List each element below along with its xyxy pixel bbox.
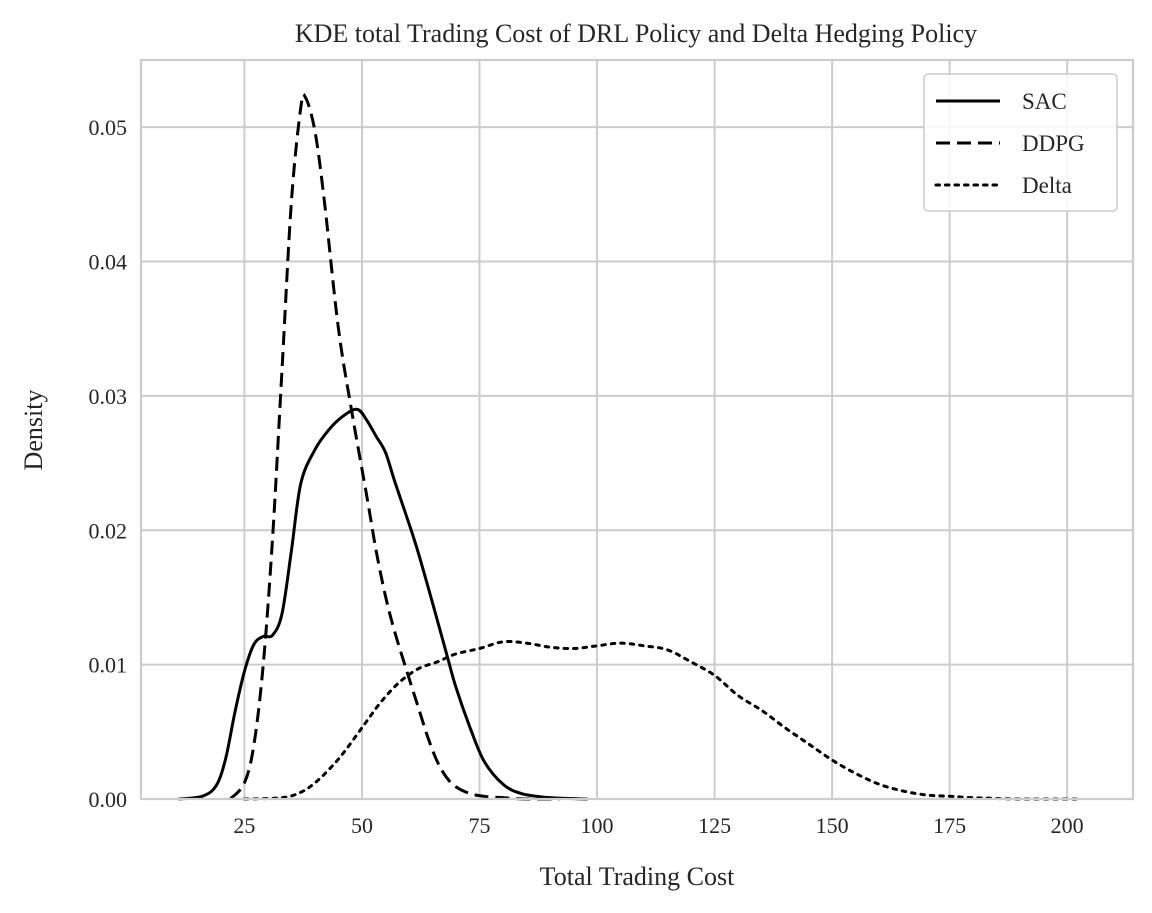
y-tick-label: 0.01: [89, 653, 128, 678]
y-tick-label: 0.03: [89, 384, 128, 409]
x-tick-label: 100: [581, 813, 614, 838]
x-tick-label: 125: [698, 813, 731, 838]
x-tick-label: 150: [816, 813, 849, 838]
series-layer: [178, 92, 1083, 801]
tick-layer: 25 50 75 100 125 150 175 200 0.00 0.01 0.02 0.03 0.0…: [89, 115, 1084, 838]
legend-label-sac: SAC: [1022, 89, 1067, 114]
legend-label-ddpg: DDPG: [1022, 131, 1085, 156]
x-tick-label: 175: [933, 813, 966, 838]
series-line-delta: [242, 639, 1083, 801]
series-line-sac: [178, 407, 588, 801]
x-tick-label: 200: [1051, 813, 1084, 838]
plot-frame: [139, 58, 1135, 801]
x-axis-label: Total Trading Cost: [540, 862, 735, 891]
x-tick-label: 50: [351, 813, 373, 838]
y-axis-label: Density: [19, 390, 48, 471]
y-tick-label: 0.04: [89, 250, 128, 275]
x-tick-label: 75: [469, 813, 491, 838]
series-line-ddpg: [229, 92, 560, 801]
y-tick-label: 0.00: [89, 787, 128, 812]
chart-title: KDE total Trading Cost of DRL Policy and…: [295, 19, 977, 48]
y-tick-label: 0.05: [89, 115, 128, 140]
legend-label-delta: Delta: [1022, 173, 1072, 198]
y-tick-label: 0.02: [89, 518, 128, 543]
legend: SAC DDPG Delta: [923, 73, 1118, 212]
x-tick-label: 25: [233, 813, 255, 838]
legend-box: [923, 73, 1118, 212]
